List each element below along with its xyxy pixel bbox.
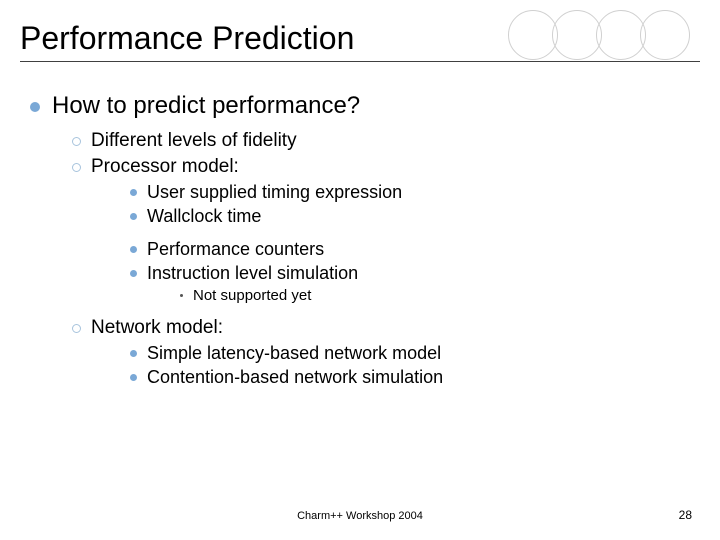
list-item: How to predict performance? <box>30 92 720 120</box>
l2-text: Different levels of fidelity <box>91 130 297 152</box>
l3-text: User supplied timing expression <box>147 182 402 203</box>
circle-icon <box>508 10 558 60</box>
bullet-hollow-icon <box>72 137 81 146</box>
bullet-hollow-icon <box>72 324 81 333</box>
l2-text: Network model: <box>91 317 223 339</box>
l3-text: Instruction level simulation <box>147 263 358 284</box>
circle-icon <box>640 10 690 60</box>
list-item: Performance counters <box>130 239 720 260</box>
list-item: Different levels of fidelity <box>72 130 720 152</box>
l2-text: Processor model: <box>91 156 239 178</box>
decorative-circles <box>514 10 690 60</box>
bullet-dot-icon <box>180 294 183 297</box>
bullet-small-disc-icon <box>130 246 137 253</box>
bullet-disc-icon <box>30 102 40 112</box>
bullet-small-disc-icon <box>130 213 137 220</box>
bullet-small-disc-icon <box>130 189 137 196</box>
list-item: User supplied timing expression <box>130 182 720 203</box>
bullet-small-disc-icon <box>130 350 137 357</box>
list-item: Not supported yet <box>180 287 720 304</box>
page-number: 28 <box>679 508 692 522</box>
footer-text: Charm++ Workshop 2004 <box>0 510 720 522</box>
list-item: Simple latency-based network model <box>130 343 720 364</box>
list-item: Contention-based network simulation <box>130 367 720 388</box>
list-item: Instruction level simulation <box>130 263 720 284</box>
circle-icon <box>596 10 646 60</box>
slide-body: How to predict performance? Different le… <box>0 62 720 388</box>
l3-text: Wallclock time <box>147 206 261 227</box>
list-item: Wallclock time <box>130 206 720 227</box>
list-item: Network model: <box>72 317 720 339</box>
bullet-small-disc-icon <box>130 374 137 381</box>
l3-text: Performance counters <box>147 239 324 260</box>
l4-text: Not supported yet <box>193 287 311 304</box>
circle-icon <box>552 10 602 60</box>
bullet-small-disc-icon <box>130 270 137 277</box>
list-item: Processor model: <box>72 156 720 178</box>
l3-text: Contention-based network simulation <box>147 367 443 388</box>
bullet-hollow-icon <box>72 163 81 172</box>
l1-text: How to predict performance? <box>52 92 360 120</box>
l3-text: Simple latency-based network model <box>147 343 441 364</box>
